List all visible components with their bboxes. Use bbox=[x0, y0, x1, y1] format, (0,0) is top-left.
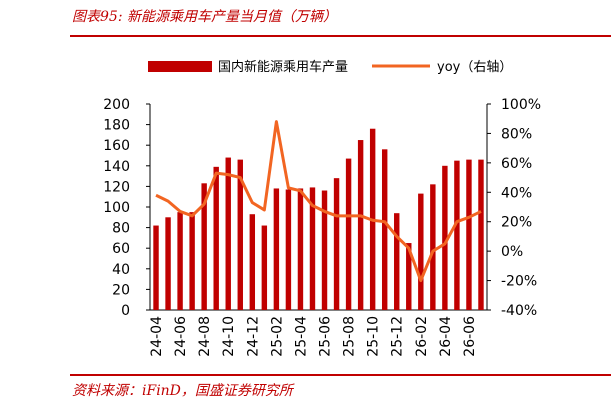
bar bbox=[285, 189, 292, 310]
left-axis-tick-label: 180 bbox=[103, 118, 130, 134]
bar bbox=[201, 183, 207, 310]
bar bbox=[466, 159, 472, 310]
right-axis-tick-label: 60% bbox=[501, 156, 532, 172]
bar bbox=[381, 149, 388, 310]
bar bbox=[225, 157, 231, 310]
bar bbox=[442, 165, 448, 310]
left-axis-tick-label: 200 bbox=[103, 97, 130, 113]
yoy-line bbox=[155, 120, 482, 283]
bar bbox=[273, 188, 280, 310]
x-axis-tick-label: 24-12 bbox=[245, 316, 261, 357]
x-axis-tick-label: 24-04 bbox=[149, 316, 165, 357]
left-axis-tick-label: 100 bbox=[103, 200, 130, 216]
legend-bar-swatch bbox=[148, 61, 212, 72]
x-axis-tick-label: 24-08 bbox=[197, 316, 213, 357]
bar bbox=[430, 184, 436, 310]
left-axis-tick-label: 60 bbox=[112, 241, 130, 257]
figure-title: 图表95: 新能源乘用车产量当月值（万辆） bbox=[72, 9, 337, 25]
x-axis-tick-label: 25-02 bbox=[269, 316, 285, 357]
right-axis-tick-label: 0% bbox=[501, 244, 523, 260]
bar bbox=[261, 225, 268, 310]
bar bbox=[454, 160, 460, 310]
x-axis-tick-label: 26-04 bbox=[438, 316, 454, 357]
right-axis-tick-label: 100% bbox=[501, 97, 541, 113]
bar bbox=[213, 166, 219, 310]
left-axis-tick-label: 40 bbox=[112, 262, 130, 278]
bar bbox=[189, 212, 195, 310]
bar bbox=[357, 140, 364, 310]
x-axis-tick-label: 25-06 bbox=[318, 316, 334, 357]
left-axis-tick-label: 160 bbox=[103, 138, 130, 154]
right-axis-tick-label: 80% bbox=[501, 126, 532, 142]
left-axis-tick-label: 120 bbox=[103, 179, 130, 195]
bar bbox=[345, 158, 352, 310]
x-axis-tick-label: 26-02 bbox=[414, 316, 430, 357]
legend: 国内新能源乘用车产量 yoy（右轴） bbox=[148, 59, 512, 75]
x-axis-tick-label: 25-04 bbox=[293, 316, 309, 357]
legend-bar-label: 国内新能源乘用车产量 bbox=[218, 59, 348, 75]
x-axis-tick-label: 24-10 bbox=[221, 316, 237, 357]
x-axis-tick-label: 25-12 bbox=[390, 316, 406, 357]
right-axis-tick-label: 20% bbox=[501, 215, 532, 231]
x-axis-tick-label: 25-10 bbox=[366, 316, 382, 357]
left-axis-tick-label: 0 bbox=[121, 303, 130, 319]
bar bbox=[394, 213, 400, 310]
x-axis-tick-label: 25-08 bbox=[342, 316, 358, 357]
left-axis-tick-label: 80 bbox=[112, 221, 130, 237]
bar bbox=[418, 193, 424, 310]
bar bbox=[406, 243, 412, 310]
source-note: 资料来源：iFinD，国盛证券研究所 bbox=[72, 383, 293, 399]
x-axis-tick-label: 26-06 bbox=[462, 316, 478, 357]
bar bbox=[177, 212, 183, 310]
title-rule bbox=[70, 35, 611, 37]
right-axis-tick-label: 40% bbox=[501, 185, 532, 201]
bar bbox=[333, 178, 340, 310]
bar bbox=[237, 159, 243, 310]
chart-area: 国内新能源乘用车产量 yoy（右轴） 0 20 40 60 80 100 120 140 160… bbox=[103, 59, 541, 357]
bar bbox=[321, 190, 328, 310]
bar bbox=[165, 217, 171, 310]
right-axis-tick-label: -20% bbox=[501, 274, 537, 290]
left-axis-tick-label: 140 bbox=[103, 159, 130, 175]
bar bbox=[478, 159, 484, 310]
left-axis-tick-label: 20 bbox=[112, 282, 130, 298]
legend-line-label: yoy（右轴） bbox=[437, 60, 512, 75]
bar bbox=[297, 188, 304, 310]
right-axis-tick-label: -40% bbox=[501, 303, 537, 319]
bar bbox=[153, 225, 159, 310]
x-axis-tick-label: 24-06 bbox=[173, 316, 189, 357]
source-rule bbox=[70, 374, 611, 376]
bar bbox=[249, 214, 256, 310]
bar bbox=[309, 187, 316, 310]
